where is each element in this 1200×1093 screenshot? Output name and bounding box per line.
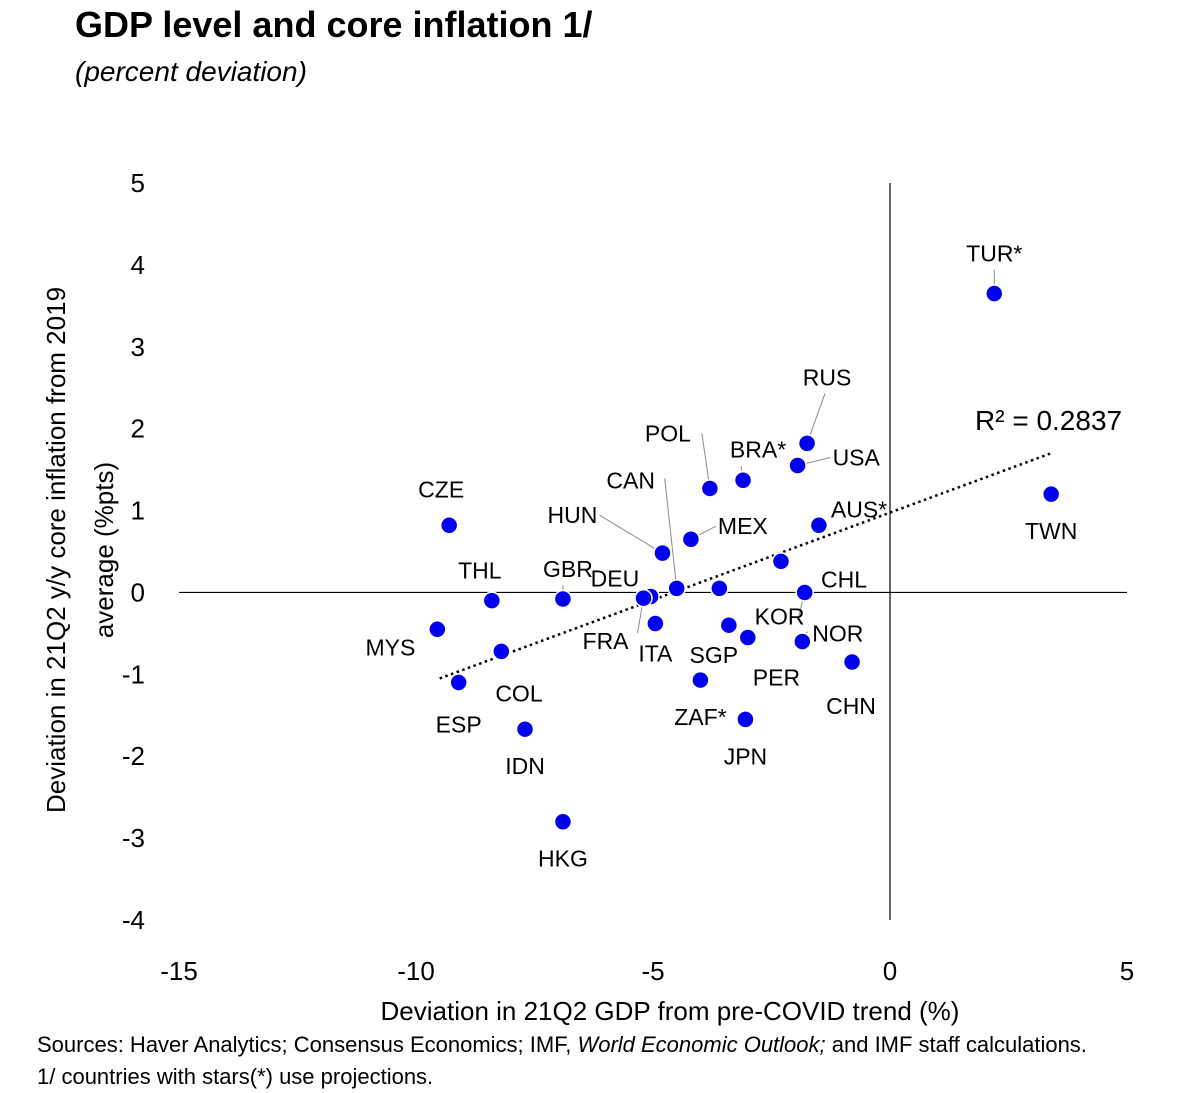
y-tick-label: -3	[122, 823, 145, 853]
point-label: RUS	[803, 364, 852, 390]
point-label: USA	[833, 445, 881, 471]
point-label: AUS*	[831, 496, 887, 522]
axes	[179, 183, 1127, 920]
x-tick-label: -15	[160, 956, 198, 986]
source-publication: World Economic Outlook;	[577, 1032, 826, 1057]
point-label: FRA	[583, 628, 630, 654]
r-squared-label: R² = 0.2837	[975, 405, 1122, 436]
data-point	[788, 456, 807, 475]
data-point	[842, 652, 862, 672]
point-label: CZE	[418, 476, 464, 502]
data-point	[492, 642, 511, 661]
data-point	[795, 583, 814, 602]
leader-lines	[500, 269, 995, 660]
point-label: COL	[495, 680, 543, 706]
source-suffix: and IMF staff calculations.	[825, 1032, 1087, 1057]
x-tick-label: 5	[1120, 956, 1134, 986]
data-point	[449, 673, 468, 692]
leader-line	[664, 478, 678, 589]
y-tick-label: 5	[131, 168, 145, 198]
data-point	[553, 589, 573, 609]
point-label: ZAF*	[674, 704, 726, 730]
source-note: Sources: Haver Analytics; Consensus Econ…	[37, 1030, 1087, 1060]
point-label: ESP	[436, 712, 482, 738]
source-prefix: Sources: Haver Analytics; Consensus Econ…	[37, 1032, 578, 1057]
point-label: MYS	[365, 634, 415, 660]
y-tick-label: 1	[131, 496, 145, 526]
data-points	[428, 284, 1061, 831]
point-label: ITA	[638, 641, 673, 667]
point-labels: TUR* TWN RUS BRA* USA POL AUS* CZE MEX HUN CHL CAN D…	[365, 241, 1077, 872]
footnote: 1/ countries with stars(*) use projectio…	[37, 1064, 434, 1089]
point-label: JPN	[724, 743, 767, 769]
y-tick-label: 0	[131, 577, 145, 607]
data-point	[738, 628, 758, 647]
data-point	[553, 812, 573, 831]
x-tick-label: -10	[397, 956, 435, 986]
y-tick-label: 2	[131, 414, 145, 444]
y-tick-label: 3	[131, 332, 145, 362]
tick-labels: -15 -10 -5 0 5 5 4 3 2 1 0 -1 -2 -3 -4	[122, 168, 1134, 986]
x-tick-label: 0	[883, 956, 897, 986]
y-tick-label: 4	[131, 250, 145, 280]
y-axis-title-line2: average (%pts)	[89, 462, 119, 638]
y-axis-title-line1: Deviation in 21Q2 y/y core inflation fro…	[41, 287, 71, 813]
data-point	[667, 579, 686, 598]
point-label: DEU	[591, 566, 640, 592]
point-label: TWN	[1025, 518, 1077, 544]
data-point	[634, 588, 653, 608]
chart-subtitle: (percent deviation)	[75, 56, 307, 87]
data-point	[439, 516, 459, 535]
point-label: HKG	[538, 846, 588, 872]
point-label: BRA*	[730, 436, 786, 462]
point-label: SGP	[690, 642, 739, 668]
point-label: HUN	[548, 502, 598, 528]
data-point	[681, 529, 701, 549]
trendline-segment	[439, 452, 1052, 680]
data-point	[719, 615, 739, 635]
point-label: CAN	[606, 467, 655, 493]
data-point	[710, 579, 729, 598]
point-label: PER	[753, 664, 800, 690]
data-point	[771, 552, 791, 571]
x-axis-title: Deviation in 21Q2 GDP from pre-COVID tre…	[381, 996, 960, 1026]
data-point	[809, 516, 829, 535]
leader-line	[701, 433, 711, 489]
y-tick-label: -1	[122, 659, 145, 689]
y-tick-label: -2	[122, 741, 145, 771]
point-label: KOR	[755, 603, 805, 629]
data-point	[793, 632, 812, 651]
scatter-chart: -15 -10 -5 0 5 5 4 3 2 1 0 -1 -2 -3 -4 TUR* TWN RUS BRA* U…	[41, 168, 1134, 1026]
data-point	[700, 479, 720, 498]
point-label: MEX	[718, 513, 768, 539]
data-point	[515, 719, 535, 739]
point-label: THL	[458, 558, 502, 584]
leader-line	[599, 514, 663, 554]
data-point	[428, 620, 447, 639]
data-point	[691, 670, 710, 690]
data-point	[797, 434, 817, 453]
trendline	[439, 452, 1052, 680]
chart-title: GDP level and core inflation 1/	[75, 4, 593, 45]
data-point	[733, 471, 753, 490]
data-point	[482, 591, 502, 610]
y-tick-label: -4	[122, 905, 145, 935]
data-point	[1041, 484, 1061, 504]
point-label: CHL	[821, 566, 867, 592]
point-label: NOR	[812, 621, 863, 647]
point-label: TUR*	[966, 241, 1022, 267]
data-point	[985, 284, 1004, 303]
x-tick-label: -5	[641, 956, 664, 986]
point-label: CHN	[826, 693, 876, 719]
point-label: GBR	[543, 556, 593, 582]
data-point	[653, 543, 672, 563]
point-label: IDN	[505, 753, 545, 779]
data-point	[736, 710, 755, 729]
point-label: POL	[645, 420, 691, 446]
data-point	[646, 614, 665, 633]
